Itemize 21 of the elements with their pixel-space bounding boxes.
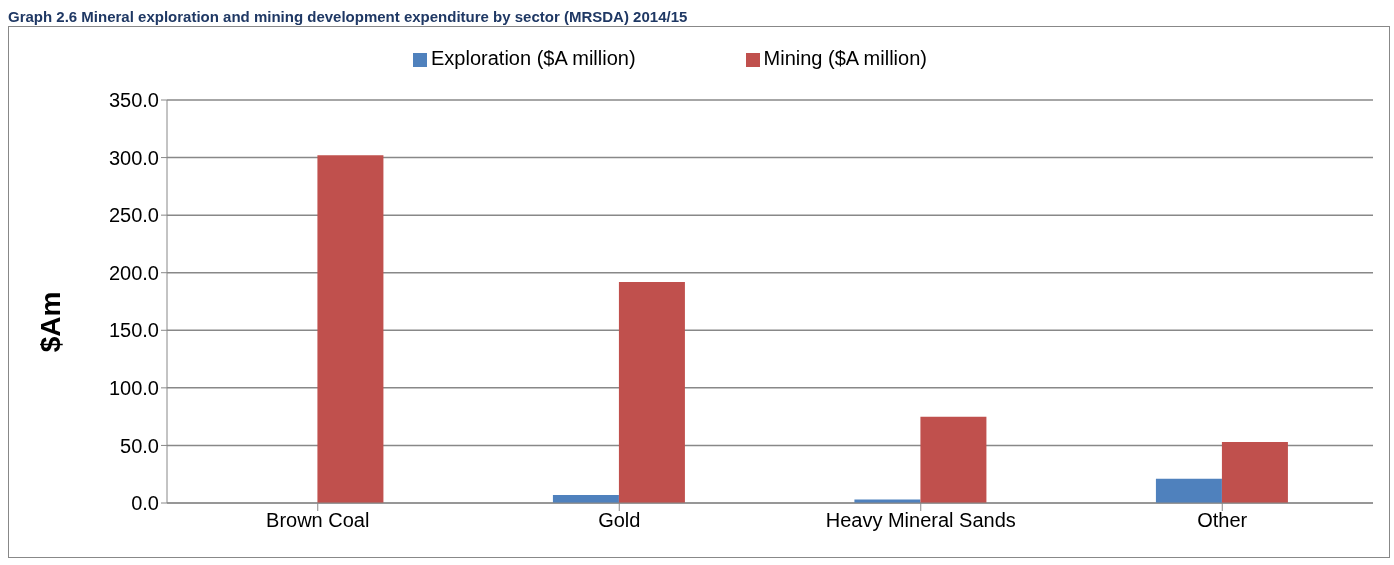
y-tick-label: 150.0 (108, 319, 159, 342)
bar (1221, 441, 1288, 503)
bar (920, 416, 987, 503)
bar (1155, 478, 1222, 503)
bar (317, 155, 384, 503)
y-tick-label: 200.0 (108, 261, 159, 284)
chart-title: Graph 2.6 Mineral exploration and mining development expenditure by sector (MRSDA) 2014/15 (8, 8, 689, 26)
bar (618, 281, 685, 503)
y-tick-label: 0.0 (131, 492, 159, 515)
y-axis-title: $Am (35, 291, 67, 353)
y-tick-label: 100.0 (108, 376, 159, 399)
y-tick-label: 50.0 (120, 434, 159, 457)
y-tick-label: 300.0 (108, 146, 159, 169)
x-tick-label: Gold (598, 509, 641, 532)
y-tick-label: 250.0 (108, 204, 159, 227)
x-tick-label: Other (1197, 509, 1248, 532)
x-tick-label: Heavy Mineral Sands (825, 509, 1016, 532)
x-tick-label: Brown Coal (266, 509, 370, 532)
legend-label: Exploration ($A million) (431, 47, 636, 69)
y-tick-label: 350.0 (108, 89, 159, 112)
legend-label: Mining ($A million) (763, 47, 927, 69)
